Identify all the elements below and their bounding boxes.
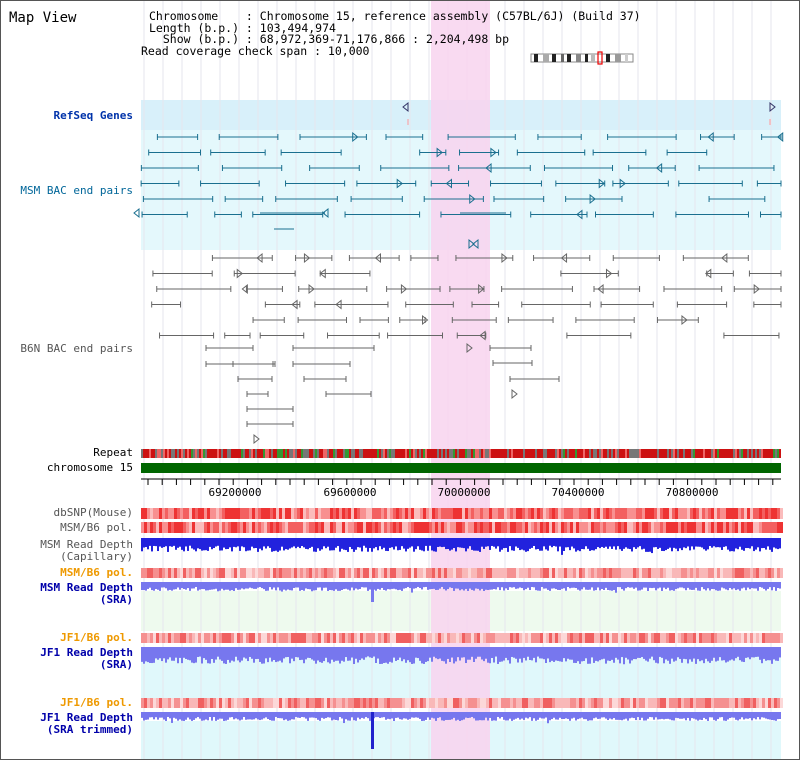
track-label-msm-bac[interactable]: MSM BAC end pairs: [20, 184, 133, 197]
track-label-msm-b6-pol[interactable]: MSM/B6 pol.: [60, 521, 133, 534]
msm-bac-pairs: [140, 131, 784, 220]
info-coverage: Read coverage check span : 10,000: [141, 43, 370, 58]
depth-spike: [371, 712, 374, 749]
info-length: Length (b.p.) : 103,494,974: [149, 20, 336, 35]
axis-tick-label: 69600000: [324, 486, 377, 499]
jf1-depth-sra-track: [141, 647, 781, 665]
region-info: Chromosome : Chromosome 15, reference as…: [141, 9, 641, 57]
msm-b6-pol-track: [141, 522, 783, 533]
ideogram-position-marker: [597, 51, 603, 65]
info-chromosome: Chromosome : Chromosome 15, reference as…: [149, 9, 641, 23]
page-title: Map View: [9, 10, 77, 26]
track-label-repeat[interactable]: Repeat: [93, 446, 133, 459]
jf1-depth-trimmed-track: [141, 712, 781, 724]
msm-b6-pol2-track: [141, 568, 783, 578]
msm-bac-extra: [133, 207, 506, 250]
highlight-region: [431, 1, 490, 759]
track-label-chromosome[interactable]: chromosome 15: [46, 461, 133, 474]
track-label-refseq[interactable]: RefSeq Genes: [53, 109, 133, 122]
b6n-bac-pairs: [151, 252, 782, 341]
track-label-msm-b6-pol-2[interactable]: MSM/B6 pol.: [60, 566, 133, 579]
axis-tick-label: 70000000: [438, 486, 491, 499]
dbsnp-track: [141, 508, 783, 519]
track-label-b6n-bac[interactable]: B6N BAC end pairs: [20, 342, 133, 355]
track-label-jf1-depth-sra[interactable]: JF1 Read Depth (SRA): [40, 646, 133, 671]
track-label-jf1-depth-trimmed[interactable]: JF1 Read Depth (SRA trimmed): [40, 711, 133, 736]
depth-spike-2: [371, 582, 374, 602]
b6n-bac-extra: [205, 342, 560, 445]
track-label-dbsnp[interactable]: dbSNP(Mouse): [53, 506, 133, 519]
repeat-track: [141, 449, 781, 458]
info-show: Show (b.p.) : 68,972,369-71,176,866 : 2,…: [149, 32, 510, 46]
axis-tick-label: 69200000: [209, 486, 262, 499]
chromosome-bar: [141, 463, 781, 473]
axis-tick-label: 70400000: [552, 486, 605, 499]
axis-tick-label: 70800000: [666, 486, 719, 499]
chromosome-ideogram: [530, 53, 634, 63]
refseq-genes-track: [402, 101, 776, 125]
position-axis: 69200000 69600000 70000000 70400000 70800000: [141, 478, 781, 499]
msm-depth-sra-track: [141, 582, 781, 593]
msm-depth-capillary-track: [141, 538, 781, 555]
jf1-b6-pol-track: [141, 633, 783, 643]
jf1-b6-pol2-track: [141, 698, 783, 708]
track-label-jf1-b6-pol-2[interactable]: JF1/B6 pol.: [60, 696, 133, 709]
track-label-msm-depth-sra[interactable]: MSM Read Depth (SRA): [40, 581, 133, 606]
track-label-msm-depth-capillary[interactable]: MSM Read Depth (Capillary): [40, 538, 133, 563]
track-label-jf1-b6-pol[interactable]: JF1/B6 pol.: [60, 631, 133, 644]
